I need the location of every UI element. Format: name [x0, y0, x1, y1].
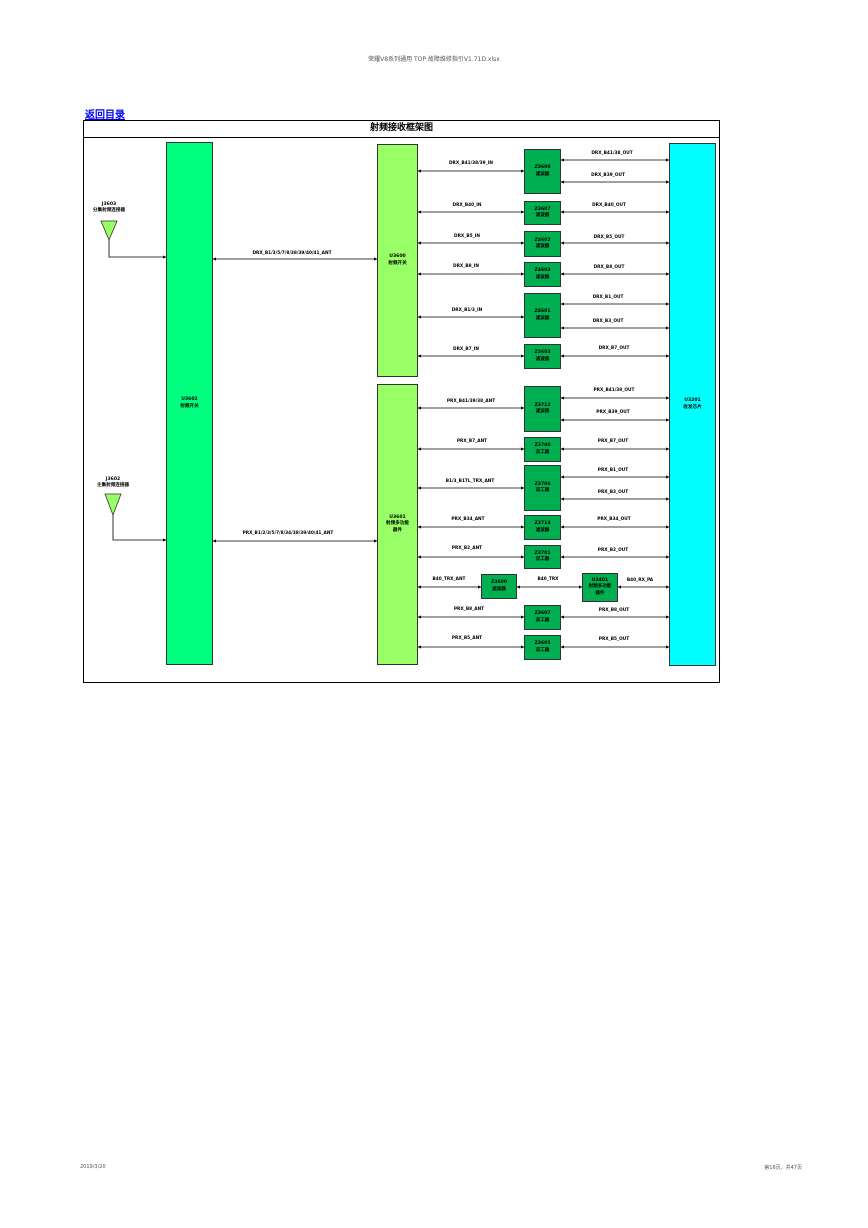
rf-switch-u3602: U3602 射频开关 — [166, 142, 213, 665]
signal-label: PRX_B39_OUT — [596, 410, 630, 415]
signal-label: PRX_B34_ANT — [451, 517, 485, 522]
signal-label: PRX_B34_OUT — [597, 517, 631, 522]
signal-label: DRX_B3_OUT — [592, 319, 624, 324]
rf-multifunction-u3401: U3401 射频多功能 器件 — [582, 573, 618, 602]
diagram-frame — [83, 120, 720, 683]
signal-label: PRX_B5_OUT — [598, 637, 630, 642]
filter-z3603: Z3603 滤波器 — [524, 344, 561, 369]
signal-label: PRX_B7_ANT — [456, 439, 488, 444]
div-antenna-icon — [100, 220, 118, 242]
signal-label: PRX_B41/38_OUT — [593, 388, 635, 393]
duplexer-z3701: Z3701 双工器 — [524, 545, 561, 569]
signal-label: DRX_B7_IN — [453, 347, 479, 352]
rf-switch-u3600: U3600 射频开关 — [377, 144, 418, 377]
signal-label: DRX_B5_OUT — [593, 235, 625, 240]
signal-label: PRX_B41/39/38_ANT — [446, 399, 496, 404]
signal-label: PRX_B1_OUT — [597, 468, 629, 473]
filter-z3712: Z3712 滤波器 — [524, 386, 561, 432]
back-to-index-link[interactable]: 返回目录 — [85, 110, 125, 121]
signal-label: DRX_B40_OUT — [592, 203, 626, 208]
page-header: 荣耀V8系列通用 TOP 故障维修指引V1.71D.xlsx — [368, 56, 500, 63]
filter-z4601: Z4601 滤波器 — [524, 293, 561, 338]
signal-label: DRX_B41/38/39_IN — [448, 161, 494, 166]
signal-label: PRX_B2_ANT — [451, 546, 483, 551]
div-antenna-label: J3603 分集射频连接器 — [92, 202, 126, 214]
signal-label: PRX_B8_OUT — [598, 608, 630, 613]
signal-label: DRX_B8_IN — [453, 264, 479, 269]
signal-label: B1/3_B1TL_TRX_ANT — [445, 479, 495, 484]
diagram-title: 射频接收框架图 — [83, 120, 720, 138]
filter-z4602: Z4602 滤波器 — [524, 231, 561, 257]
duplexer-z3706: Z3706 双工器 — [524, 465, 561, 511]
filter-z3714: Z3714 滤波器 — [524, 515, 561, 540]
signal-label: DRX_B5_IN — [454, 234, 480, 239]
main-antenna-label: J3602 主集射频连接器 — [96, 477, 130, 489]
rf-multifunction-u3601: U3601 射频多功能 器件 — [377, 384, 418, 665]
signal-label: B40_RX_PA — [626, 578, 654, 583]
signal-label: DRX_B1/3_IN — [451, 308, 483, 313]
footer-date: 2019/3/20 — [80, 1164, 106, 1170]
filter-z3600: Z3600 滤波器 — [481, 574, 517, 599]
signal-label: DRX_B41/38_OUT — [591, 151, 633, 156]
signal-label: PRX_B5_ANT — [451, 636, 483, 641]
signal-label: PRX_B2_OUT — [597, 548, 629, 553]
signal-label: B40_TRX — [537, 577, 559, 582]
duplexer-z3607: Z3607 双工器 — [524, 605, 561, 630]
signal-label: PRX_B1/2/3/5/7/8/34/38/39/40/41_ANT — [242, 531, 334, 536]
signal-label: DRX_B8_OUT — [593, 265, 625, 270]
transceiver-u3201: U3201 收发芯片 — [669, 143, 716, 666]
signal-label: DRX_B1/3/5/7/8/38/39/40/41_ANT — [252, 251, 332, 256]
signal-label: B40_TRX_ANT — [432, 577, 466, 582]
filter-z3607: Z3607 滤波器 — [524, 201, 561, 225]
signal-label: DRX_B40_IN — [452, 203, 482, 208]
signal-label: DRX_B39_OUT — [591, 173, 625, 178]
signal-label: DRX_B1_OUT — [592, 295, 624, 300]
main-antenna-icon — [104, 493, 122, 517]
filter-z3608: Z3608 滤波器 — [524, 149, 561, 194]
duplexer-z3700: Z3700 双工器 — [524, 437, 561, 462]
signal-label: PRX_B8_ANT — [453, 607, 485, 612]
footer-page-number: 第16页，共47页 — [764, 1165, 802, 1171]
filter-z4603: Z4603 滤波器 — [524, 262, 561, 287]
signal-label: PRX_B3_OUT — [597, 490, 629, 495]
signal-label: DRX_B7_OUT — [598, 346, 630, 351]
duplexer-z3605: Z3605 双工器 — [524, 635, 561, 660]
signal-label: PRX_B7_OUT — [597, 439, 629, 444]
